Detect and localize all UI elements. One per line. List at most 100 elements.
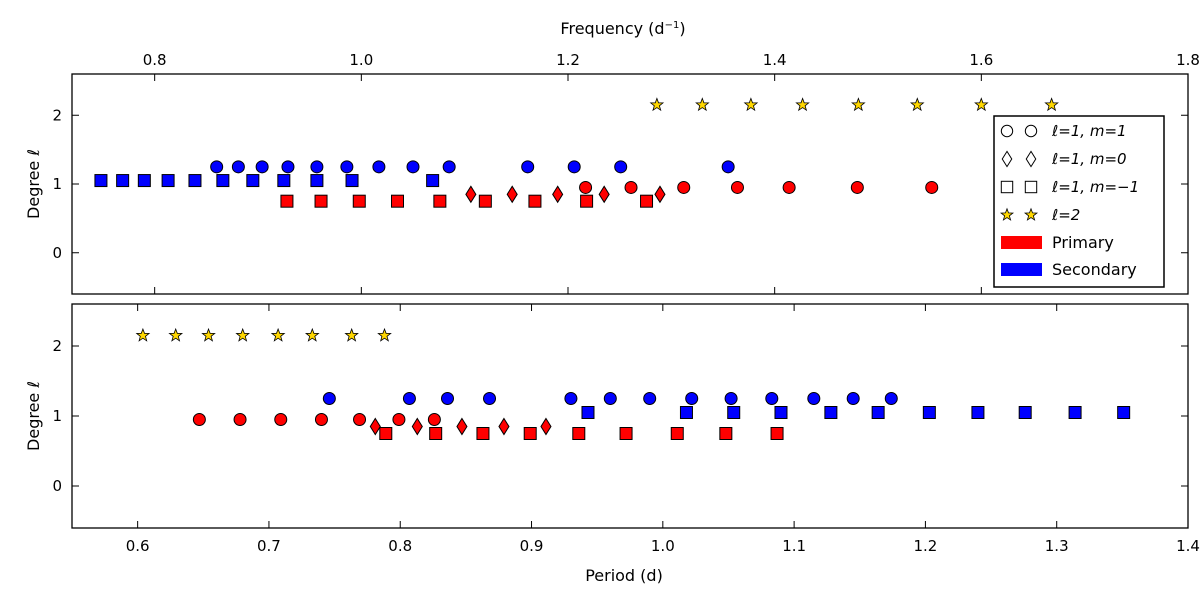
series-primary-diamond xyxy=(369,417,552,436)
data-point-square xyxy=(476,427,490,440)
series-l2-star xyxy=(649,97,1059,112)
data-point-circle xyxy=(353,413,367,426)
data-point-circle xyxy=(274,413,288,426)
data-point-square xyxy=(670,427,684,440)
period-panel-markers xyxy=(135,327,1131,440)
data-point-square xyxy=(277,174,291,188)
data-point-square xyxy=(523,427,537,440)
frequency-panel-markers xyxy=(94,97,1059,208)
x-tick-label: 1.1 xyxy=(782,537,806,555)
top-y-axis-title: Degree ℓ xyxy=(24,149,43,219)
data-point-diamond xyxy=(465,185,477,204)
data-point-diamond xyxy=(654,185,666,204)
data-point-square xyxy=(727,406,741,419)
data-point-square xyxy=(94,174,108,188)
data-point-square xyxy=(1068,406,1082,419)
series-secondary-circle xyxy=(210,160,735,174)
data-point-square xyxy=(770,427,784,440)
series-primary-square xyxy=(379,427,784,440)
data-point-diamond xyxy=(552,185,564,204)
data-point-square xyxy=(581,406,595,419)
data-point-circle xyxy=(643,392,657,405)
data-point-square xyxy=(216,174,230,188)
series-primary-circle xyxy=(192,413,441,426)
legend-marker-star xyxy=(999,207,1015,221)
data-point-square xyxy=(379,427,393,440)
data-point-diamond xyxy=(498,417,510,436)
data-point-circle xyxy=(402,392,416,405)
legend-entry: ℓ=1, m=1 xyxy=(1000,122,1127,140)
top-axis-title-exponent: −1 xyxy=(665,20,680,31)
data-point-star xyxy=(235,327,251,342)
data-point-circle xyxy=(442,160,456,174)
x-tick-label: 0.8 xyxy=(388,537,412,555)
data-point-circle xyxy=(441,392,455,405)
data-point-circle xyxy=(483,392,497,405)
y-tick-label: 1 xyxy=(52,407,62,425)
data-point-star xyxy=(168,327,184,342)
data-point-square xyxy=(572,427,586,440)
data-point-star xyxy=(270,327,286,342)
data-point-square xyxy=(719,427,733,440)
legend-label: ℓ=1, m=0 xyxy=(1051,150,1127,168)
data-point-circle xyxy=(233,413,247,426)
data-point-circle xyxy=(231,160,245,174)
legend-label: ℓ=1, m=−1 xyxy=(1051,178,1139,196)
legend-marker-diamond xyxy=(1001,150,1013,168)
data-point-circle xyxy=(614,160,628,174)
data-point-square xyxy=(971,406,985,419)
legend-entry: ℓ=1, m=0 xyxy=(1001,150,1127,168)
legend-marker-circle xyxy=(1000,124,1014,138)
data-point-star xyxy=(135,327,151,342)
data-point-square xyxy=(352,194,366,208)
data-point-square xyxy=(429,427,443,440)
data-point-square xyxy=(774,406,788,419)
x-tick-label: 1.2 xyxy=(556,51,580,69)
x-tick-label: 1.4 xyxy=(1176,537,1200,555)
x-tick-label: 1.0 xyxy=(349,51,373,69)
data-point-circle xyxy=(210,160,224,174)
data-point-diamond xyxy=(540,417,552,436)
data-point-circle xyxy=(677,180,691,194)
data-point-star xyxy=(304,327,320,342)
legend-marker-diamond xyxy=(1025,150,1037,168)
legend-marker-circle xyxy=(1024,124,1038,138)
data-point-square xyxy=(679,406,693,419)
data-point-circle xyxy=(721,160,735,174)
y-tick-label: 0 xyxy=(52,477,62,495)
data-point-circle xyxy=(724,392,738,405)
data-point-circle xyxy=(322,392,336,405)
data-point-square xyxy=(280,194,294,208)
data-point-square xyxy=(922,406,936,419)
data-point-square xyxy=(1018,406,1032,419)
data-point-square xyxy=(619,427,633,440)
data-point-circle xyxy=(685,392,699,405)
legend-label: ℓ=2 xyxy=(1051,206,1080,224)
data-point-diamond xyxy=(411,417,423,436)
series-primary-circle xyxy=(579,180,939,194)
data-point-circle xyxy=(392,413,406,426)
series-secondary-square xyxy=(94,174,440,188)
data-point-square xyxy=(391,194,404,208)
series-secondary-square xyxy=(581,406,1131,419)
data-point-square xyxy=(116,174,130,188)
x-tick-label: 0.6 xyxy=(126,537,150,555)
data-point-diamond xyxy=(456,417,468,436)
top-axis-title: Frequency (d−1) xyxy=(560,19,685,38)
data-point-square xyxy=(580,194,594,208)
legend-entry: Secondary xyxy=(1001,260,1137,279)
data-point-star xyxy=(344,327,359,342)
data-point-square xyxy=(161,174,175,188)
data-point-diamond xyxy=(506,185,518,204)
legend-marker-square xyxy=(1000,180,1014,194)
data-point-star xyxy=(909,97,925,112)
data-point-circle xyxy=(564,392,578,405)
y-tick-label: 0 xyxy=(52,244,62,262)
data-point-circle xyxy=(730,180,744,194)
y-tick-label: 2 xyxy=(52,106,62,124)
legend-color-patch xyxy=(1001,236,1042,249)
data-point-circle xyxy=(846,392,860,405)
data-point-circle xyxy=(310,160,324,174)
legend-entry: ℓ=2 xyxy=(999,206,1080,224)
